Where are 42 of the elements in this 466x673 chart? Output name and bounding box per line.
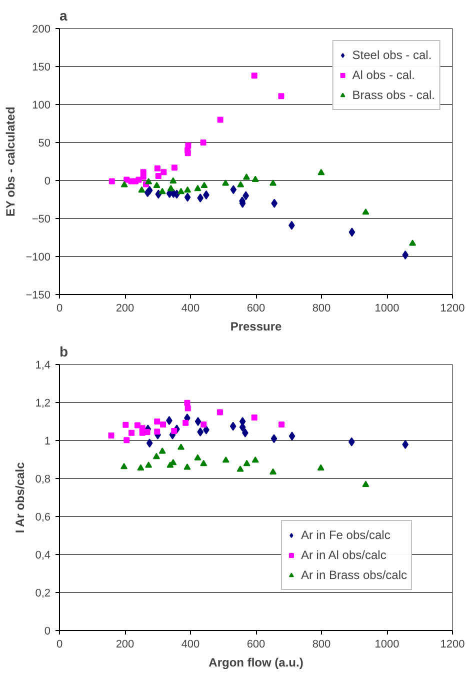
y-tick-label: 1,2	[35, 398, 51, 410]
legend-label: Ar in Al obs/calc	[300, 548, 386, 562]
x-tick-label: 400	[181, 302, 200, 314]
y-tick-label: 1	[44, 436, 51, 448]
y-axis-title: I Ar obs/calc	[13, 462, 28, 534]
x-tick-label: 200	[116, 302, 134, 314]
x-tick-label: 0	[56, 302, 63, 314]
y-tick-label: 100	[32, 100, 51, 112]
y-tick-label: 0	[44, 176, 51, 188]
y-tick-label: 0,2	[35, 588, 51, 600]
x-tick-label: 1200	[440, 302, 465, 314]
x-tick-label: 400	[181, 638, 200, 650]
legend-label: Ar in Fe obs/calc	[300, 528, 390, 542]
chart-title: a	[60, 8, 68, 24]
legend-label: Al obs - cal.	[352, 68, 415, 82]
y-tick-label: 150	[32, 62, 51, 74]
x-tick-label: 1000	[374, 638, 400, 650]
y-axis-title: EY obs - calculated	[4, 106, 18, 217]
chart-title: b	[60, 344, 68, 360]
y-tick-label: 50	[38, 138, 51, 150]
y-tick-label: 0,8	[35, 474, 51, 486]
x-axis-title: Pressure	[230, 320, 282, 334]
y-tick-label: 200	[32, 24, 51, 36]
y-tick-label: 0	[44, 626, 51, 638]
y-tick-label: 0,4	[35, 550, 51, 562]
x-tick-label: 1200	[440, 638, 465, 650]
y-tick-label: 1,4	[35, 360, 51, 372]
legend-label: Steel obs - cal.	[352, 48, 432, 62]
x-tick-label: 600	[246, 638, 266, 650]
y-tick-label: −150	[26, 290, 51, 302]
y-tick-label: −50	[32, 214, 51, 226]
x-tick-label: 800	[312, 302, 331, 314]
y-tick-label: −100	[26, 252, 51, 264]
x-tick-label: 600	[246, 302, 266, 314]
x-tick-label: 800	[312, 638, 331, 650]
x-tick-label: 0	[56, 638, 63, 650]
x-tick-label: 1000	[374, 302, 400, 314]
x-axis-title: Argon flow (a.u.)	[208, 656, 304, 670]
legend-label: Ar in Brass obs/calc	[300, 568, 407, 582]
y-tick-label: 0,6	[35, 512, 51, 524]
x-tick-label: 200	[116, 638, 134, 650]
legend-label: Brass obs - cal.	[352, 88, 435, 102]
